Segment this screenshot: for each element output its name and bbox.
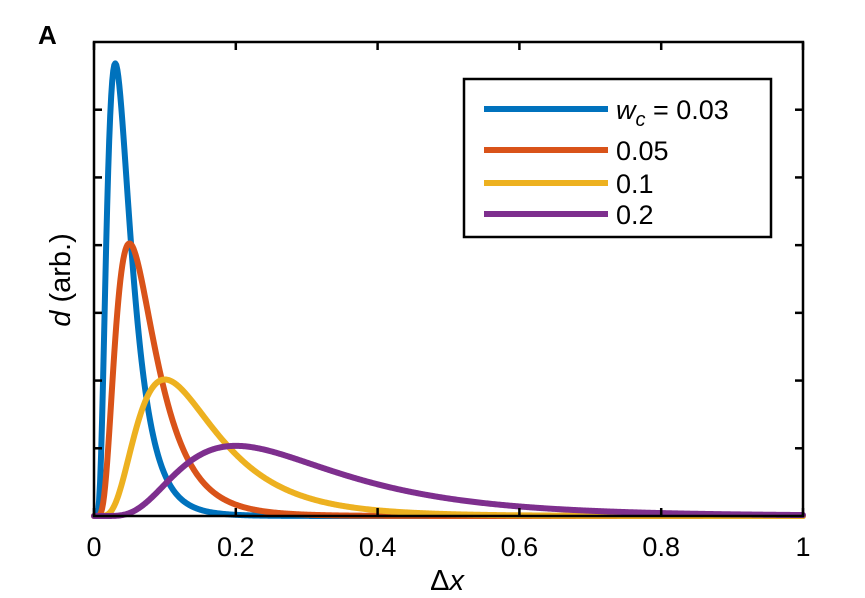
- x-tick-label: 0.4: [359, 532, 397, 562]
- x-tick-label: 1: [795, 532, 810, 562]
- y-axis-label: d (arb.): [45, 233, 77, 326]
- series-line-1: [91, 240, 806, 519]
- axes: [92, 40, 805, 518]
- legend-label-3: 0.2: [616, 200, 654, 230]
- legend: wc = 0.03 0.050.10.2: [462, 77, 773, 239]
- x-tick-label: 0: [86, 532, 101, 562]
- legend-label-0: wc = 0.03: [616, 95, 729, 131]
- panel-label: A: [38, 20, 57, 50]
- legend-box: [462, 77, 773, 239]
- legend-label-1: 0.05: [616, 136, 669, 166]
- legend-label-2: 0.1: [616, 169, 654, 199]
- x-axis-label: Δx: [430, 565, 465, 597]
- x-axis-ticks: 0 0.2 0.4 0.6 0.8 1: [86, 42, 811, 562]
- series-line-3: [91, 442, 806, 519]
- x-tick-label: 0.2: [217, 532, 255, 562]
- plot-frame: [92, 40, 805, 518]
- x-tick-label: 0.8: [642, 532, 680, 562]
- x-tick-label: 0.6: [501, 532, 539, 562]
